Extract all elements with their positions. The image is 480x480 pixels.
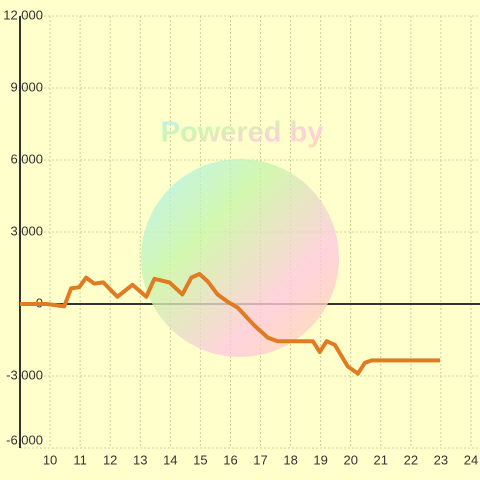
x-tick-label: 11 (73, 452, 87, 467)
y-tick-label: -3,000 (6, 367, 43, 382)
y-tick-label: 9,000 (10, 79, 43, 94)
y-tick-label: -6,000 (6, 432, 43, 447)
y-tick-label: 3,000 (10, 223, 43, 238)
y-tick-label: 6,000 (10, 151, 43, 166)
x-tick-label: 10 (43, 452, 57, 467)
x-tick-label: 18 (283, 452, 297, 467)
watermark-text: Powered by (161, 117, 324, 149)
x-tick-label: 15 (193, 452, 207, 467)
x-tick-label: 13 (133, 452, 147, 467)
x-tick-label: 21 (374, 452, 388, 467)
x-tick-label: 24 (464, 452, 478, 467)
x-tick-label: 12 (103, 452, 117, 467)
line-series (20, 272, 441, 376)
x-tick-label: 16 (223, 452, 237, 467)
x-tick-label: 22 (404, 452, 418, 467)
x-tick-label: 14 (163, 452, 177, 467)
watermark-logo (141, 159, 339, 357)
x-tick-label: 17 (253, 452, 267, 467)
x-tick-label: 23 (434, 452, 448, 467)
x-tick-label: 19 (313, 452, 327, 467)
x-tick-label: 20 (343, 452, 357, 467)
y-tick-label: 12,000 (3, 7, 43, 22)
